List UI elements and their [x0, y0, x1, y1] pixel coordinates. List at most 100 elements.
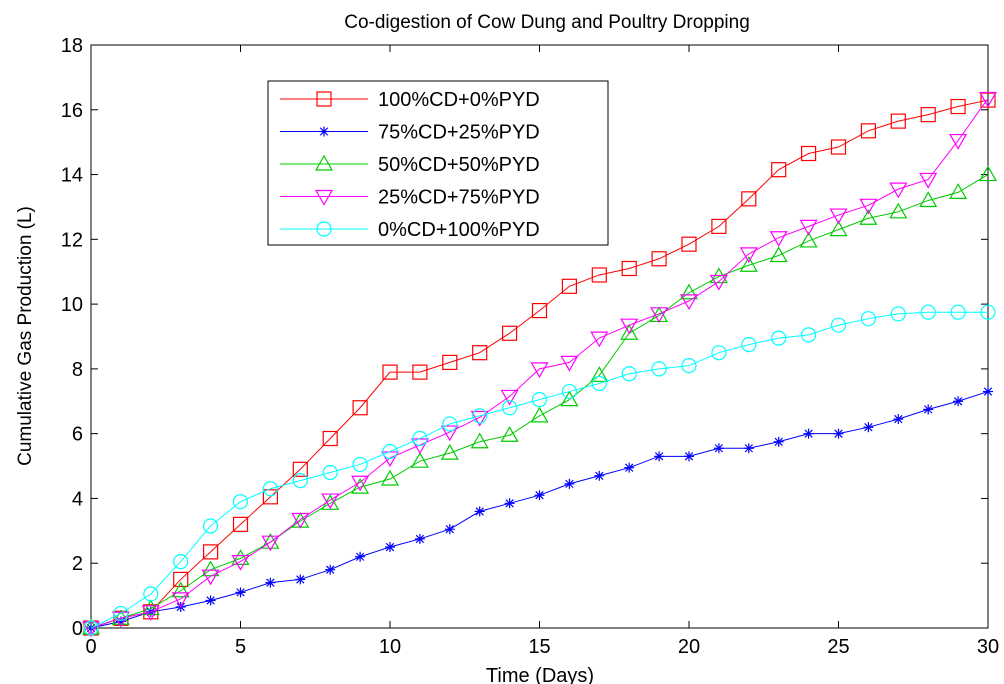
data-point [830, 317, 847, 333]
series-line [90, 174, 989, 629]
data-point [141, 599, 160, 616]
data-point [919, 191, 938, 208]
x-tick-label: 30 [977, 636, 999, 658]
data-point [265, 577, 276, 588]
data-point [412, 364, 428, 380]
data-point [769, 231, 788, 247]
data-point [621, 366, 637, 382]
data-point [803, 428, 814, 439]
series-layer [81, 91, 998, 638]
data-point [860, 311, 877, 327]
data-point [681, 358, 697, 374]
data-point [859, 198, 878, 215]
data-point [741, 336, 757, 353]
data-point [173, 571, 189, 588]
data-point [414, 533, 425, 544]
data-point [560, 355, 579, 372]
data-point [591, 375, 607, 392]
data-point [410, 451, 429, 468]
data-point [292, 461, 308, 477]
data-point [620, 324, 639, 340]
data-point [380, 469, 400, 486]
data-point [860, 123, 877, 139]
data-point [978, 165, 998, 182]
data-point [800, 145, 817, 162]
data-point [829, 220, 848, 237]
data-point [771, 330, 787, 346]
data-point [321, 493, 340, 510]
data-point [314, 154, 334, 171]
data-point [440, 425, 459, 442]
legend-label: 75%CD+25%PYD [378, 122, 540, 144]
axis-ticks: 0 5 10 15 20 25 30 0 2 4 6 8 10 12 14 16 18 [61, 35, 999, 658]
data-point [530, 406, 549, 423]
data-point [316, 221, 332, 237]
data-point [651, 361, 667, 377]
data-point [352, 456, 368, 473]
data-point [624, 462, 635, 473]
data-point [983, 386, 993, 397]
data-point [235, 587, 246, 598]
data-point [743, 443, 754, 454]
data-point [739, 247, 758, 264]
data-point [295, 574, 306, 585]
data-point [863, 422, 874, 433]
data-point [500, 426, 519, 442]
series-line [90, 311, 988, 629]
data-point [442, 354, 458, 371]
data-point [291, 512, 310, 529]
data-point [231, 555, 250, 571]
data-point [203, 518, 219, 534]
data-point [590, 331, 609, 348]
data-point [385, 542, 395, 553]
x-tick-label: 5 [235, 636, 246, 658]
y-tick-label: 8 [72, 359, 83, 381]
data-point [261, 535, 280, 552]
x-tick-label: 20 [678, 636, 700, 658]
y-axis-label: Cumulative Gas Production (L) [15, 206, 36, 466]
data-point [561, 383, 578, 400]
data-point [590, 366, 609, 382]
data-point [889, 182, 908, 199]
data-point [709, 274, 728, 291]
data-point [351, 475, 370, 492]
data-point [322, 464, 338, 481]
y-tick-label: 6 [72, 424, 83, 446]
legend-label: 50%CD+50%PYD [378, 154, 540, 176]
legend: 100%CD+0%PYD 75%CD+25%PYD 50%CD+50%PYD 25%C… [267, 80, 609, 246]
data-point [978, 91, 998, 108]
data-point [829, 208, 848, 225]
data-point [890, 113, 906, 129]
data-point [262, 481, 278, 497]
data-point [231, 549, 250, 565]
x-tick-label: 15 [528, 636, 550, 658]
data-point [504, 498, 515, 509]
legend-label: 25%CD+75%PYD [378, 187, 540, 209]
data-point [800, 327, 817, 343]
data-point [262, 489, 278, 505]
data-point [833, 428, 844, 439]
data-point [650, 307, 669, 324]
y-tick-label: 10 [61, 294, 83, 316]
data-point [950, 304, 966, 320]
data-point [830, 139, 847, 155]
data-point [232, 494, 249, 510]
data-point [560, 390, 579, 407]
data-point [679, 294, 699, 311]
data-point [470, 410, 489, 427]
data-point [654, 451, 665, 462]
data-point [201, 569, 220, 586]
x-tick-label: 10 [379, 636, 401, 658]
data-point [325, 564, 336, 575]
legend-item: 50%CD+50%PYD [280, 154, 540, 176]
data-point [920, 107, 936, 123]
data-point [530, 362, 549, 379]
data-point [205, 595, 216, 606]
legend-item: 25%CD+75%PYD [280, 187, 540, 209]
data-point [81, 621, 101, 638]
data-point [322, 430, 338, 447]
data-point [980, 304, 996, 320]
data-point [620, 318, 639, 335]
y-tick-label: 0 [72, 618, 83, 640]
